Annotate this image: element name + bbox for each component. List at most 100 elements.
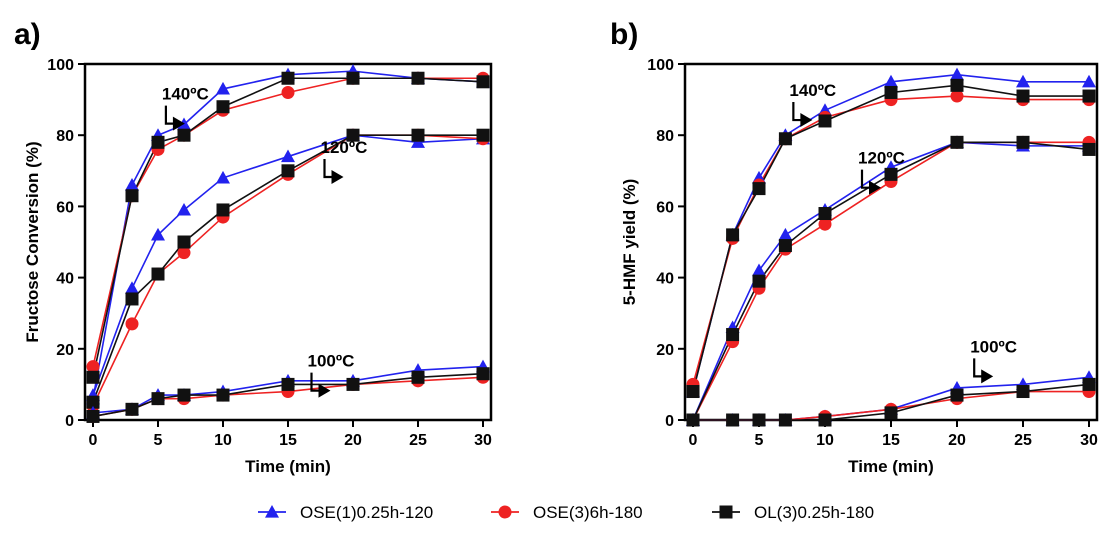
data-point [778,227,793,241]
data-point [726,228,740,242]
series-line [92,70,484,399]
arrow-icon [860,169,870,189]
data-point [125,281,139,294]
x-tick-label: 0 [89,432,98,449]
temperature-label: 140ºC [162,85,209,104]
y-tick-label: 80 [656,128,674,145]
x-axis-title: Time (min) [848,457,934,476]
temperature-label: 140ºC [789,81,836,100]
data-point [884,85,898,99]
temperature-label: 120ºC [321,138,368,157]
x-tick-label: 0 [689,432,698,449]
data-point [686,385,700,399]
arrow-head-icon [172,116,185,131]
plot-frame [83,62,493,422]
temperature-label: 120ºC [858,149,905,168]
legend-label: OSE(1)0.25h-120 [300,503,433,522]
series-line [692,95,1089,385]
y-tick-label: 100 [647,57,674,74]
temperature-label: 100ºC [308,352,355,371]
arrow-head-icon [981,369,994,384]
data-point [884,406,898,420]
data-point [281,377,295,391]
legend-marker-triangle [265,505,279,518]
data-point [818,207,832,221]
x-tick-label: 10 [816,432,834,449]
legend-marker-circle [498,505,512,519]
arrow-head-icon [869,180,881,195]
y-tick-label: 0 [65,413,74,430]
data-point [86,360,100,374]
y-axis-title: Fructose Conversion (%) [23,141,42,342]
arrow-icon [792,102,802,122]
data-point [1082,89,1096,103]
plot-frame [683,62,1099,422]
data-point [216,81,230,95]
data-point [1016,385,1030,399]
data-point [346,71,360,85]
x-tick-label: 10 [214,432,232,449]
arrow-icon [310,372,320,392]
x-tick-label: 30 [1080,432,1098,449]
legend-marker-square [719,505,733,519]
data-point [778,239,792,253]
data-point [1082,142,1096,156]
data-point [950,67,964,81]
data-point [778,132,792,146]
data-point [818,114,832,128]
data-point [177,235,191,249]
panel-letter: b) [610,18,638,51]
data-point [752,274,766,288]
data-point [1082,74,1096,88]
data-point [346,128,360,142]
data-point [177,202,191,216]
panel-letter: a) [14,18,41,51]
arrow-head-icon [331,170,344,184]
data-point [86,395,100,409]
data-point [884,74,898,88]
data-point [476,128,490,142]
data-point [1082,377,1096,391]
data-point [216,203,230,217]
data-point [281,85,295,99]
x-tick-label: 30 [474,432,492,449]
data-point [177,246,191,260]
data-point [281,149,295,163]
data-point [752,413,766,427]
data-point [950,135,964,149]
data-point [216,100,230,114]
arrow-head-icon [318,383,331,398]
arrow-icon [164,105,174,125]
data-point [281,164,295,178]
data-point [950,78,964,92]
x-tick-label: 20 [344,432,362,449]
legend-label: OSE(3)6h-180 [533,503,643,522]
y-tick-label: 40 [56,271,74,288]
y-tick-label: 60 [656,199,674,216]
x-tick-label: 5 [755,432,764,449]
data-point [752,263,766,277]
data-point [125,189,139,203]
x-tick-label: 25 [409,432,427,449]
x-tick-label: 15 [882,432,900,449]
data-point [125,402,139,416]
data-point [726,328,740,342]
data-point [216,388,230,402]
data-point [1016,135,1030,149]
legend: OSE(1)0.25h-120 OSE(3)6h-180 OL(3)0.25h-18… [258,503,874,522]
data-point [1016,74,1030,88]
data-point [411,370,425,384]
data-point [151,135,165,149]
data-point [778,413,792,427]
data-point [86,370,100,384]
temperature-label: 100ºC [970,337,1017,356]
series-line [92,77,484,378]
x-tick-label: 15 [279,432,297,449]
data-point [125,292,139,306]
data-point [346,377,360,391]
x-tick-label: 25 [1014,432,1032,449]
panel-b: b) 0 20 40 60 80 100 0 5 10 15 20 25 30 Time (min) 5-HM… [610,18,1099,476]
data-point [151,392,165,406]
series-line [92,77,483,367]
